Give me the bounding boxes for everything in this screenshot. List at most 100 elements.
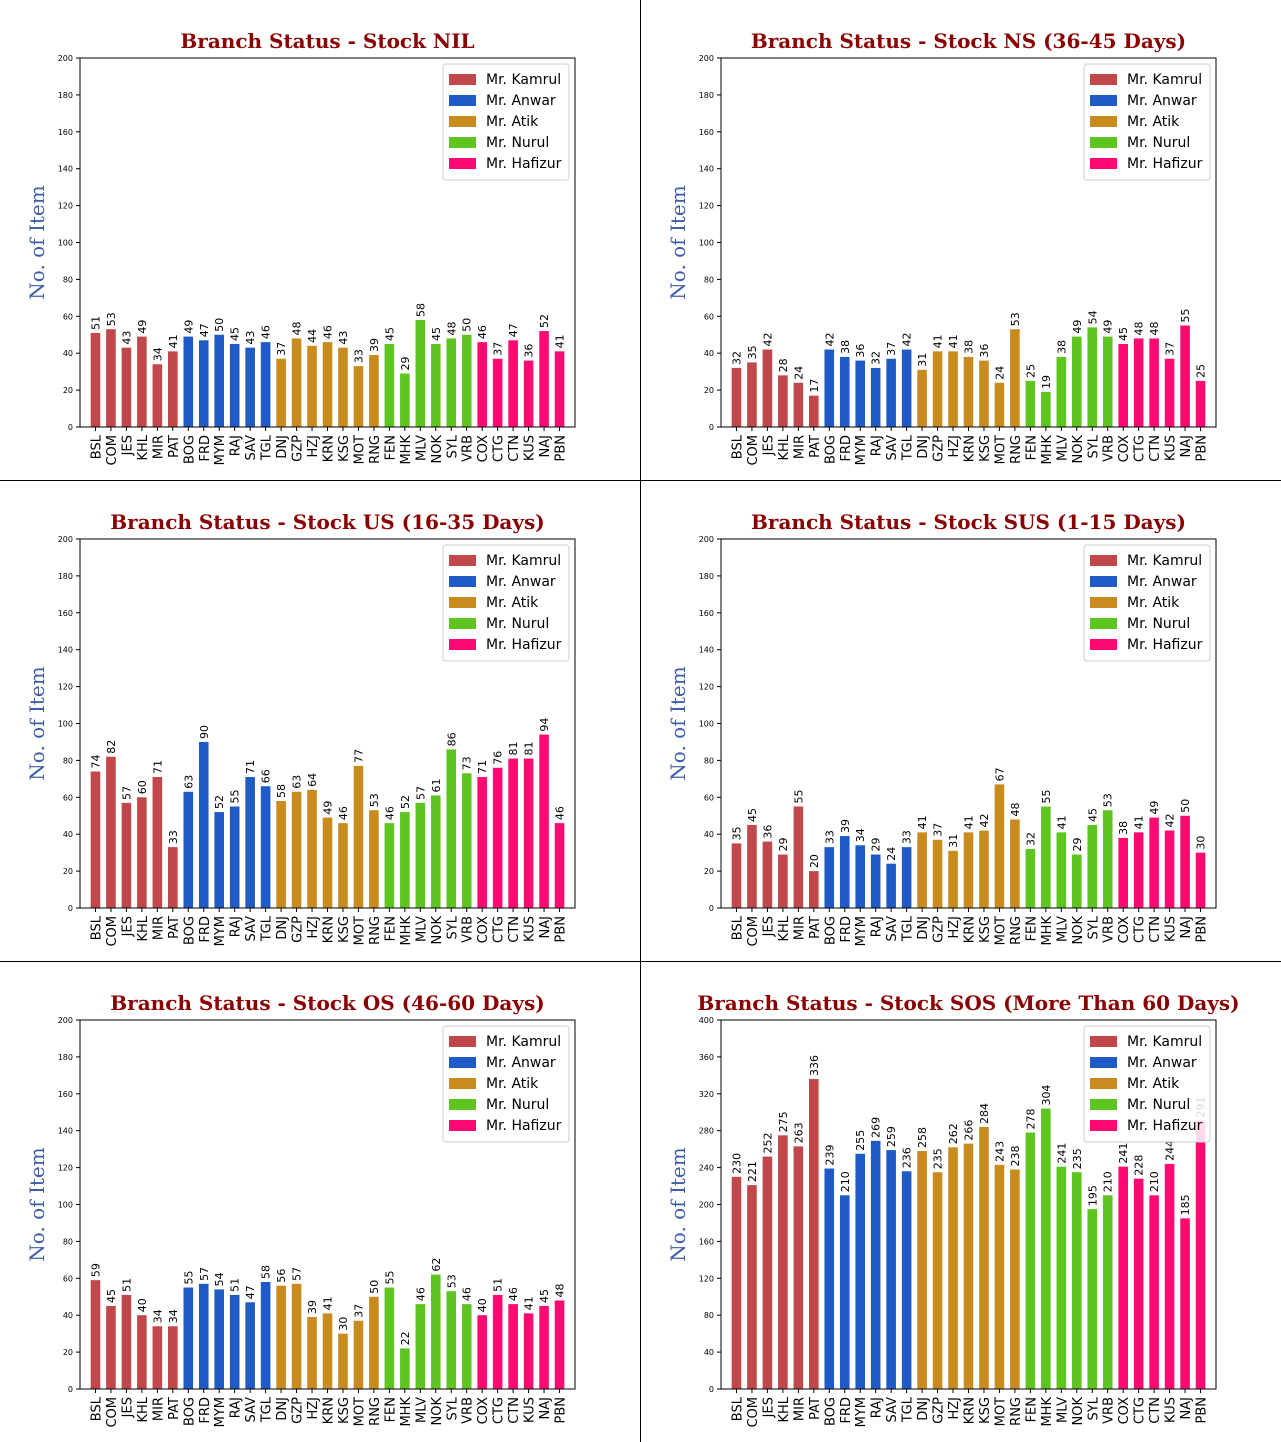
bar-jes: [121, 1294, 132, 1389]
x-tick-label: GZP: [932, 435, 947, 462]
legend-swatch: [449, 158, 476, 169]
bar-nok: [430, 795, 441, 908]
bar-bog: [824, 1168, 835, 1389]
x-tick-label: GZP: [291, 435, 306, 462]
x-tick-label: PAT: [167, 916, 182, 939]
bar-value-label: 46: [476, 325, 489, 339]
bar-mlv: [415, 802, 426, 908]
x-tick-label: DNJ: [275, 916, 290, 940]
x-tick-label: MLV: [414, 1397, 429, 1423]
legend-entry: Mr. Atik: [1127, 114, 1180, 130]
y-tick-label: 160: [58, 609, 73, 618]
legend-entry: Mr. Anwar: [486, 93, 556, 109]
bar-syl: [446, 749, 457, 908]
x-tick-label: RNG: [1009, 916, 1024, 945]
bar-value-label: 34: [167, 1309, 180, 1323]
x-tick-label: GZP: [291, 916, 306, 943]
bar-value-label: 278: [1024, 1109, 1037, 1130]
bar-value-label: 53: [1009, 312, 1022, 326]
bar-kus: [1164, 1163, 1175, 1389]
x-tick-label: BOG: [823, 435, 838, 464]
x-tick-label: CTN: [1148, 1397, 1163, 1424]
bar-value-label: 24: [792, 366, 805, 380]
legend-entry: Mr. Kamrul: [1127, 72, 1202, 88]
plot-frame: [720, 1019, 1217, 1390]
bar-frd: [839, 1195, 850, 1389]
bar-value-label: 238: [1009, 1145, 1022, 1166]
bar-ctg: [1133, 832, 1144, 908]
legend-entry: Mr. Atik: [486, 114, 539, 130]
chart-title: Branch Status - Stock NIL: [180, 29, 474, 53]
bar-mhk: [1041, 391, 1051, 427]
chart-panel-os: Branch Status - Stock OS (46-60 Days) No.…: [0, 962, 640, 1442]
legend-entry: Mr. Kamrul: [486, 553, 561, 569]
legend-box: [442, 544, 570, 662]
x-tick-label: SAV: [885, 1397, 900, 1423]
bar-cox: [1118, 1166, 1128, 1389]
bar-value-label: 57: [198, 1267, 211, 1281]
bar-dnj: [276, 800, 286, 908]
bar-naj: [1180, 1218, 1190, 1389]
bar-pat: [809, 395, 819, 427]
legend-entry: Mr. Anwar: [486, 574, 556, 590]
legend-swatch: [1090, 1078, 1117, 1089]
legend-swatch: [449, 555, 476, 566]
bar-krn: [963, 356, 974, 427]
legend-swatch: [1090, 576, 1117, 587]
x-tick-label: FEN: [383, 1397, 398, 1422]
bar-pat: [168, 847, 178, 908]
bar-com: [747, 824, 757, 908]
bar-value-label: 269: [870, 1117, 883, 1138]
bar-kus: [523, 1313, 534, 1389]
bar-nok: [1071, 1172, 1082, 1389]
x-tick-label: RAJ: [870, 916, 885, 937]
bar-value-label: 41: [554, 334, 567, 348]
x-tick-label: DNJ: [275, 1397, 290, 1421]
y-tick-label: 40: [63, 349, 73, 358]
bar-value-label: 41: [1055, 815, 1068, 829]
x-tick-label: KSG: [978, 1397, 993, 1424]
bar-value-label: 71: [151, 760, 164, 774]
x-tick-label: CTG: [1133, 916, 1148, 943]
bar-mym: [214, 812, 225, 908]
bar-mhk: [1041, 1108, 1051, 1389]
x-tick-label: JES: [120, 1397, 135, 1418]
bar-value-label: 221: [746, 1161, 759, 1182]
bar-value-label: 55: [792, 790, 805, 804]
bar-value-label: 54: [1086, 310, 1099, 324]
y-tick-label: 20: [63, 386, 73, 395]
bar-value-label: 25: [1195, 364, 1208, 378]
bar-value-label: 34: [854, 828, 867, 842]
bar-value-label: 53: [105, 312, 118, 326]
plot-frame: [79, 1019, 576, 1390]
bar-mym: [855, 1153, 866, 1389]
bar-value-label: 74: [89, 754, 102, 768]
bar-value-label: 34: [151, 1309, 164, 1323]
bar-value-label: 37: [885, 342, 898, 356]
bar-nok: [430, 343, 441, 427]
x-tick-label: FRD: [198, 916, 213, 943]
legend-swatch: [1090, 158, 1117, 169]
legend-swatch: [449, 74, 476, 85]
x-tick-label: KHL: [136, 434, 151, 460]
x-tick-label: NAJ: [1179, 435, 1194, 457]
bar-mot: [353, 366, 364, 427]
x-tick-label: NAJ: [538, 916, 553, 938]
x-tick-label: SAV: [244, 435, 259, 461]
bar-value-label: 46: [260, 325, 273, 339]
bar-value-label: 45: [229, 327, 242, 341]
bar-value-label: 46: [322, 325, 335, 339]
bar-value-label: 56: [275, 1269, 288, 1283]
bar-dnj: [917, 1150, 927, 1389]
y-axis-label: No. of Item: [666, 1147, 690, 1261]
bar-value-label: 46: [461, 1287, 474, 1301]
x-tick-label: TGL: [901, 1396, 916, 1423]
x-tick-label: FEN: [1024, 435, 1039, 460]
y-tick-label: 120: [58, 683, 73, 692]
x-tick-label: MOT: [993, 916, 1008, 945]
bar-value-label: 45: [1086, 808, 1099, 822]
legend-entry: Mr. Anwar: [1127, 93, 1197, 109]
bar-value-label: 42: [823, 333, 836, 347]
bar-ksg: [338, 1333, 348, 1389]
bar-value-label: 20: [808, 854, 821, 868]
